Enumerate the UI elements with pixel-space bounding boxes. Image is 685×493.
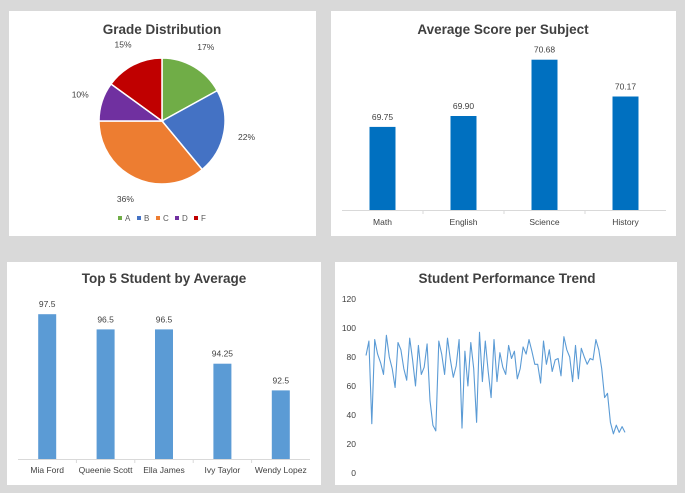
category-label-queenie-scott: Queenie Scott: [79, 465, 134, 475]
grade-distribution-panel: Grade Distribution 17% 22% 36% 10% 15% A B C D F: [9, 11, 316, 236]
bar-ella-james: [155, 329, 173, 459]
bar-mia-ford: [38, 314, 57, 459]
category-label-history: History: [612, 217, 639, 227]
bar-value-label-ella-james: 96.5: [156, 314, 173, 324]
bar-ivy-taylor: [213, 363, 232, 459]
bar-value-label-mia-ford: 97.5: [39, 299, 56, 309]
category-label-math: Math: [373, 217, 392, 227]
legend-label-b: B: [144, 214, 149, 223]
legend-label-d: D: [182, 214, 188, 223]
performance-series-line: [365, 331, 626, 435]
category-label-mia-ford: Mia Ford: [30, 465, 64, 475]
avg-score-title: Average Score per Subject: [417, 22, 589, 37]
top-students-panel: Top 5 Student by Average 97.5 Mia Ford 96.…: [7, 262, 321, 485]
legend-swatch-a: [118, 216, 122, 220]
bar-value-label-queenie-scott: 96.5: [97, 314, 114, 324]
pie-slice-f: [109, 57, 163, 123]
bar-value-label-history: 70.17: [615, 82, 637, 92]
top-students-title: Top 5 Student by Average: [82, 271, 247, 286]
pie-slice-c: [98, 120, 204, 185]
bar-value-label-math: 69.75: [372, 112, 394, 122]
category-label-english: English: [450, 217, 478, 227]
top-students-chart: Top 5 Student by Average 97.5 Mia Ford 96.…: [18, 271, 310, 475]
y-tick-label-0: 0: [351, 468, 356, 478]
bar-history: [612, 96, 639, 210]
bar-value-label-ivy-taylor: 94.25: [212, 349, 234, 359]
performance-trend-panel: Student Performance Trend 0 20 40 60 80 100 12…: [335, 262, 677, 485]
bar-science: [531, 59, 558, 211]
bar-math: [369, 126, 396, 210]
y-tick-label-80: 80: [347, 352, 357, 362]
category-label-science: Science: [529, 217, 560, 227]
avg-score-chart: Average Score per Subject 69.75 Math 69.90…: [342, 22, 666, 227]
y-tick-label-120: 120: [342, 294, 356, 304]
y-tick-label-60: 60: [347, 381, 357, 391]
y-tick-label-40: 40: [347, 410, 357, 420]
performance-trend-title: Student Performance Trend: [418, 271, 595, 286]
pie-label-b: 22%: [238, 132, 255, 142]
pie-label-c: 36%: [117, 194, 134, 204]
grade-distribution-chart: Grade Distribution 17% 22% 36% 10% 15% A B C D F: [72, 22, 256, 223]
bar-value-label-science: 70.68: [534, 45, 556, 55]
pie-label-f: 15%: [114, 39, 131, 49]
y-tick-label-100: 100: [342, 323, 356, 333]
bar-queenie-scott: [96, 329, 115, 459]
bar-value-label-wendy-lopez: 92.5: [273, 375, 290, 385]
y-tick-label-20: 20: [347, 439, 357, 449]
grade-distribution-title: Grade Distribution: [103, 22, 222, 37]
legend-swatch-c: [156, 216, 160, 220]
legend-label-f: F: [201, 214, 206, 223]
bar-wendy-lopez: [271, 390, 290, 459]
category-label-ella-james: Ella James: [143, 465, 185, 475]
legend-label-c: C: [163, 214, 169, 223]
bar-value-label-english: 69.90: [453, 101, 475, 111]
legend-swatch-d: [175, 216, 179, 220]
performance-trend-chart: Student Performance Trend 0 20 40 60 80 100 12…: [342, 271, 626, 478]
pie-label-d: 10%: [72, 89, 89, 99]
pie-slice-b: [160, 89, 226, 171]
avg-score-panel: Average Score per Subject 69.75 Math 69.90…: [331, 11, 676, 236]
category-label-wendy-lopez: Wendy Lopez: [255, 465, 307, 475]
category-label-ivy-taylor: Ivy Taylor: [205, 465, 241, 475]
pie-label-a: 17%: [197, 42, 214, 52]
pie-slice-a: [161, 57, 219, 123]
bar-english: [450, 116, 477, 210]
legend-label-a: A: [125, 214, 131, 223]
legend-swatch-f: [194, 216, 198, 220]
legend-swatch-b: [137, 216, 141, 220]
